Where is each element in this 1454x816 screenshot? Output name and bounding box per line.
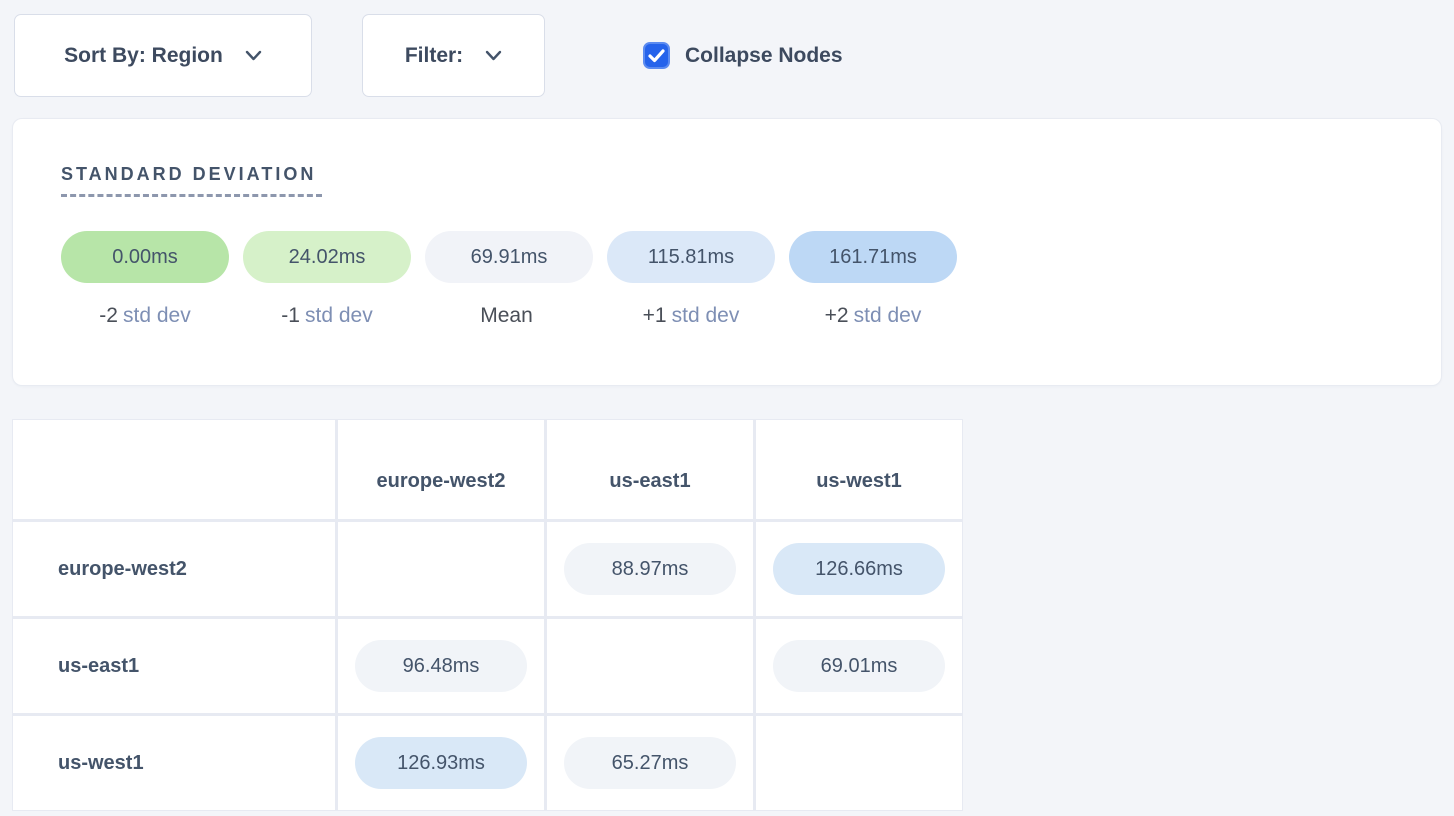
chevron-down-icon (245, 50, 262, 61)
legend-label-num: -2 (99, 304, 118, 327)
matrix-corner-cell (13, 420, 335, 519)
latency-matrix: europe-west2 us-east1 us-west1 europe-west2… (12, 419, 963, 811)
standard-deviation-card: STANDARD DEVIATION 0.00ms -2 std dev 24.02m… (12, 118, 1442, 386)
legend-label-text: std dev (304, 304, 373, 327)
legend-pill: 24.02ms (243, 231, 411, 283)
legend-label-num: +2 (824, 304, 849, 327)
latency-pill: 96.48ms (355, 640, 527, 692)
legend-item: 161.71ms +2 std dev (789, 231, 957, 328)
matrix-col-header-us-east1: us-east1 (547, 420, 753, 519)
matrix-cell: 126.66ms (756, 522, 962, 616)
matrix-row-header-us-east1: us-east1 (13, 619, 335, 713)
legend-label-text: std dev (853, 304, 922, 327)
sort-by-dropdown-label: Sort By: Region (64, 43, 223, 67)
matrix-col-header-europe-west2: europe-west2 (338, 420, 544, 519)
sort-by-dropdown[interactable]: Sort By: Region (14, 14, 312, 97)
legend-label: -2 std dev (99, 304, 190, 328)
matrix-cell: 96.48ms (338, 619, 544, 713)
legend-pill: 0.00ms (61, 231, 229, 283)
legend-item: 0.00ms -2 std dev (61, 231, 229, 328)
legend-label: +1 std dev (643, 304, 740, 328)
legend-label: Mean (480, 304, 538, 328)
matrix-col-header-us-west1: us-west1 (756, 420, 962, 519)
legend-label-num: -1 (281, 304, 300, 327)
checkmark-icon (648, 48, 665, 62)
legend-pill: 161.71ms (789, 231, 957, 283)
collapse-nodes-label: Collapse Nodes (685, 43, 843, 67)
latency-pill: 88.97ms (564, 543, 736, 595)
matrix-row-header-us-west1: us-west1 (13, 716, 335, 810)
matrix-cell: 88.97ms (547, 522, 753, 616)
latency-pill: 69.01ms (773, 640, 945, 692)
matrix-cell: 65.27ms (547, 716, 753, 810)
legend-label-text: std dev (671, 304, 740, 327)
legend-label: +2 std dev (825, 304, 922, 328)
latency-pill: 65.27ms (564, 737, 736, 789)
filter-dropdown-label: Filter: (404, 43, 464, 67)
latency-pill: 126.93ms (355, 737, 527, 789)
matrix-cell (756, 716, 962, 810)
toolbar: Sort By: Region Filter: Collapse Nodes (0, 0, 1454, 97)
collapse-nodes-checkbox[interactable] (643, 42, 670, 69)
std-dev-legend: 0.00ms -2 std dev 24.02ms -1 std dev 69.91ms Me… (61, 231, 1441, 328)
chevron-down-icon (485, 50, 502, 61)
matrix-cell: 126.93ms (338, 716, 544, 810)
matrix-cell (338, 522, 544, 616)
collapse-nodes-toggle[interactable]: Collapse Nodes (643, 42, 843, 69)
legend-pill: 115.81ms (607, 231, 775, 283)
legend-label-num: Mean (480, 304, 533, 327)
latency-pill: 126.66ms (773, 543, 945, 595)
legend-label-text: std dev (122, 304, 191, 327)
legend-item: 69.91ms Mean (425, 231, 593, 328)
matrix-cell (547, 619, 753, 713)
matrix-cell: 69.01ms (756, 619, 962, 713)
standard-deviation-title: STANDARD DEVIATION (61, 164, 323, 197)
legend-label-num: +1 (642, 304, 667, 327)
filter-dropdown[interactable]: Filter: (362, 14, 545, 97)
legend-item: 24.02ms -1 std dev (243, 231, 411, 328)
legend-label: -1 std dev (281, 304, 372, 328)
matrix-row-header-europe-west2: europe-west2 (13, 522, 335, 616)
legend-item: 115.81ms +1 std dev (607, 231, 775, 328)
legend-pill: 69.91ms (425, 231, 593, 283)
